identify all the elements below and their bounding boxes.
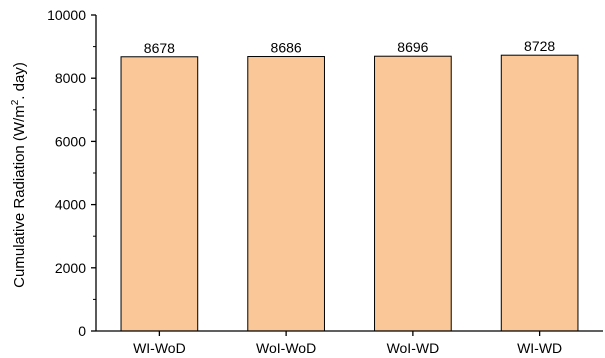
y-axis: 0 2000 4000 6000 8000 10000	[47, 7, 97, 339]
bar-wi-wd	[500, 54, 579, 332]
y-tick-label: 10000	[47, 7, 86, 23]
bar-woi-wd	[374, 55, 452, 332]
y-tick-label: 0	[78, 323, 86, 339]
x-tick-label: WoI-WoD	[256, 340, 316, 356]
y-tick-label: 6000	[55, 133, 86, 149]
bar-wi-wod	[120, 56, 199, 332]
bar-value-label: 8728	[524, 38, 555, 54]
value-labels-group: 8678 8686 8696 8728	[144, 38, 556, 56]
y-axis-title-superscript: 2	[10, 99, 21, 105]
y-axis-title-main: Cumulative Radiation (W/m	[11, 105, 28, 288]
x-tick-label: WoI-WD	[387, 340, 440, 356]
x-axis: WI-WoD WoI-WoD WoI-WD WI-WD	[96, 330, 603, 356]
y-tick-label: 8000	[55, 70, 86, 86]
y-tick-label: 4000	[55, 197, 86, 213]
bar-value-label: 8696	[397, 39, 428, 55]
bars-group	[120, 54, 579, 332]
y-axis-title-suffix: . day)	[11, 62, 28, 100]
bar-woi-wod	[247, 56, 325, 332]
bar-value-label: 8678	[144, 40, 175, 56]
y-tick-label: 2000	[55, 260, 86, 276]
x-tick-label: WI-WD	[517, 340, 562, 356]
bar-value-label: 8686	[271, 40, 302, 56]
y-axis-title: Cumulative Radiation (W/m2. day)	[10, 62, 28, 288]
x-tick-label: WI-WoD	[133, 340, 186, 356]
